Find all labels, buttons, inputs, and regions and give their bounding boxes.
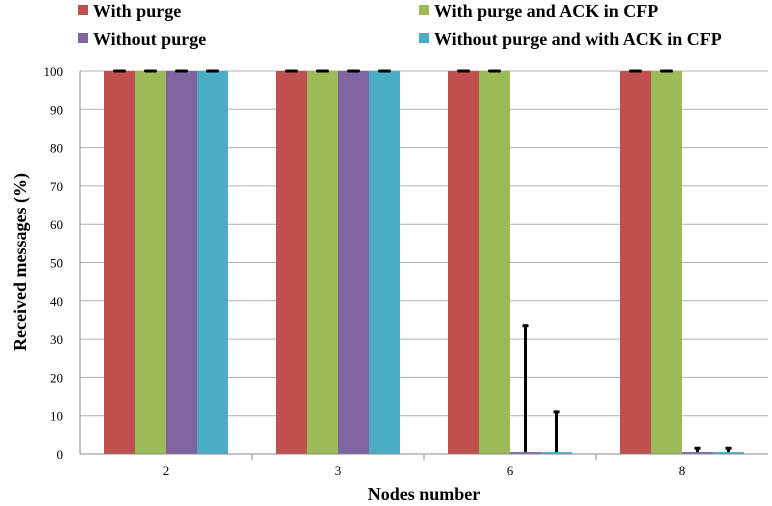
bar: [197, 71, 228, 454]
bar: [682, 452, 713, 454]
legend-label: Without purge and with ACK in CFP: [434, 29, 722, 49]
bar: [104, 71, 135, 454]
y-tick-label: 90: [50, 102, 63, 117]
x-tick-label: 8: [679, 463, 686, 478]
x-tick-label: 3: [335, 463, 342, 478]
y-tick-label: 20: [50, 370, 63, 385]
bar: [369, 71, 400, 454]
bar: [448, 71, 479, 454]
bar: [713, 452, 744, 454]
bar: [479, 71, 510, 454]
bar: [307, 71, 338, 454]
x-tick-label: 2: [163, 463, 170, 478]
y-tick-label: 50: [50, 256, 63, 271]
legend-swatch: [78, 33, 88, 43]
x-tick-label: 6: [507, 463, 514, 478]
legend-label: With purge and ACK in CFP: [434, 1, 658, 21]
error-bars: [113, 69, 732, 453]
bar: [338, 71, 369, 454]
bar: [620, 71, 651, 454]
y-tick-label: 100: [44, 64, 64, 79]
y-tick-label: 80: [50, 141, 63, 156]
bar: [510, 452, 541, 454]
bars: [104, 71, 744, 454]
bar: [651, 71, 682, 454]
legend-swatch: [419, 5, 429, 15]
y-tick-label: 0: [57, 447, 64, 462]
bar: [276, 71, 307, 454]
bar: [541, 452, 572, 454]
legend: With purge With purge and ACK in CFP Witho…: [78, 1, 722, 49]
y-tick-label: 70: [50, 179, 63, 194]
legend-swatch: [78, 5, 88, 15]
y-tick-label: 40: [50, 294, 63, 309]
legend-swatch: [419, 33, 429, 43]
y-tick-label: 10: [50, 409, 63, 424]
legend-label: Without purge: [93, 29, 206, 49]
y-tick-label: 60: [50, 217, 63, 232]
bar: [135, 71, 166, 454]
x-axis-title: Nodes number: [368, 484, 481, 504]
axes: 0 10 20 30 40 50 60 70 80 90 100 2 3 6 8: [44, 64, 768, 478]
y-tick-label: 30: [50, 332, 63, 347]
legend-label: With purge: [93, 1, 181, 21]
y-axis-title: Received messages (%): [10, 173, 31, 351]
bar: [166, 71, 197, 454]
